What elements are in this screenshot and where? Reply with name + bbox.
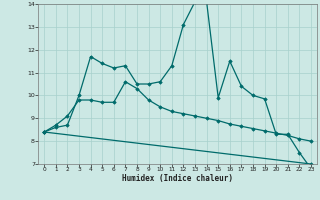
X-axis label: Humidex (Indice chaleur): Humidex (Indice chaleur) <box>122 174 233 183</box>
